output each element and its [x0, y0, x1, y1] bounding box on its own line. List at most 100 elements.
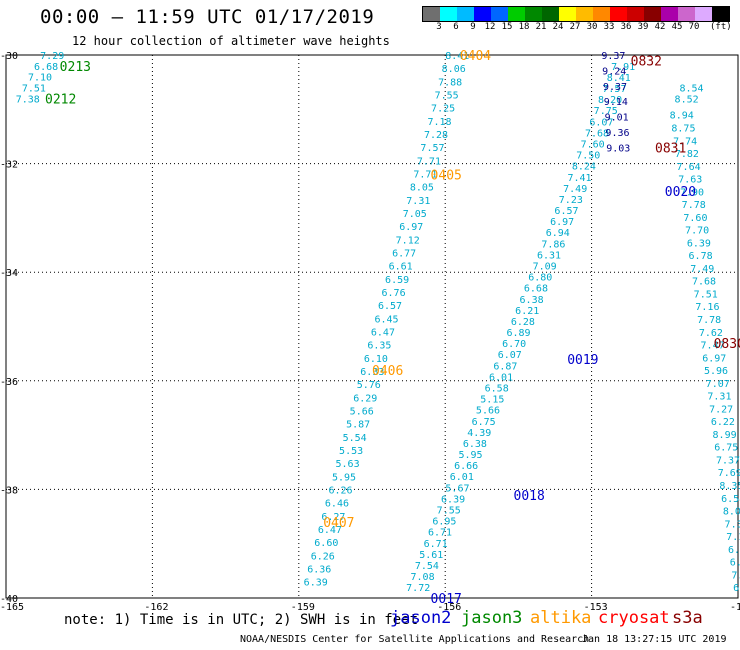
wave-height-value: 7.72	[406, 583, 430, 594]
wave-height-value: 5.95	[332, 472, 356, 483]
wave-height-value: 6.87	[493, 361, 517, 372]
wave-height-value: 6.68	[34, 62, 58, 73]
legend-label: 39	[637, 22, 649, 32]
wave-height-value: 7.57	[420, 143, 444, 154]
wave-height-value: 6.01	[489, 372, 513, 383]
wave-height-value: 8.07	[723, 507, 740, 518]
wave-height-value: 6.47	[318, 525, 342, 536]
wave-height-value: 7.71	[417, 156, 441, 167]
wave-height-value: 6.36	[307, 565, 331, 576]
legend-swatch	[423, 7, 440, 21]
legend-swatch	[491, 7, 508, 21]
legend-swatch	[661, 7, 678, 21]
wave-height-value: 8.52	[675, 94, 699, 105]
lon-tick-label: -162	[144, 602, 168, 613]
wave-height-value: 6.89	[506, 328, 530, 339]
wave-height-value: 6.07	[589, 117, 613, 128]
wave-height-value: 6.58	[721, 494, 740, 505]
wave-height-value: 4.39	[467, 428, 491, 439]
legend-swatch	[593, 7, 610, 21]
wave-height-value: 6.66	[454, 461, 478, 472]
wave-height-value: 5.63	[336, 459, 360, 470]
wave-height-value: 7.55	[437, 506, 461, 517]
wave-height-value: 7.51	[694, 289, 718, 300]
wave-height-value: 7.51	[22, 84, 46, 95]
wave-height-value: 7.54	[415, 561, 439, 572]
pass-time-label: 0407	[323, 516, 354, 531]
legend-swatch	[440, 7, 457, 21]
wave-height-value: 6.33	[360, 367, 384, 378]
wave-height-value: 7.37	[716, 455, 740, 466]
wave-height-value: 5.61	[419, 550, 443, 561]
wave-height-value: 5.54	[343, 433, 367, 444]
wave-height-value: 7.71	[413, 170, 437, 181]
wave-height-value: 7.27	[709, 404, 733, 415]
wave-height-value: 7.05	[403, 209, 427, 220]
map-frame	[5, 54, 739, 599]
wave-height-value: 6.97	[702, 353, 726, 364]
lat-tick-label: -34	[0, 268, 18, 279]
wave-height-value: 6.47	[371, 328, 395, 339]
wave-height-value: 7.68	[585, 128, 609, 139]
wave-height-value: 8.05	[410, 183, 434, 194]
legend-swatch	[712, 7, 729, 21]
pass-time-label: 0406	[372, 364, 403, 379]
wave-height-value: 8.99	[713, 430, 737, 441]
wave-height-value: 6.26	[311, 551, 335, 562]
wave-height-value: 5.66	[476, 406, 500, 417]
color-scale-labels: 3 6 9 12 15 18 21 24 27 30 33 36 39 42 45 70	[422, 22, 740, 34]
legend-label: 45	[671, 22, 683, 32]
wave-height-value: 6.35	[367, 341, 391, 352]
pass-time-label: 0831	[655, 141, 686, 156]
pass-time-label: 0212	[45, 92, 76, 107]
wave-height-value: 6.10	[364, 354, 388, 365]
wave-height-value: 9.37	[601, 51, 625, 62]
pass-time-label: 0018	[514, 489, 545, 504]
wave-height-value: 6.38	[463, 439, 487, 450]
wave-height-value: 6.01	[450, 472, 474, 483]
wave-height-value: 7.74	[673, 136, 697, 147]
wave-height-value: 8.24	[572, 162, 596, 173]
wave-height-value: 7.10	[28, 73, 52, 84]
wave-height-value: 7.09	[533, 261, 557, 272]
lon-tick-label: -153	[584, 602, 608, 613]
wave-height-value: 7.78	[682, 200, 706, 211]
wave-height-value: 6.94	[546, 228, 570, 239]
wave-height-value: 6.71	[428, 528, 452, 539]
wave-height-value: 6.58	[485, 384, 509, 395]
legend-swatch	[559, 7, 576, 21]
wave-height-value: 6.07	[498, 350, 522, 361]
wave-height-value: 6.59	[385, 275, 409, 286]
wave-height-value: 5.67	[445, 483, 469, 494]
wave-height-value: 7.55	[435, 91, 459, 102]
wave-height-value: 6.57	[378, 301, 402, 312]
wave-height-value: 6.31	[537, 250, 561, 261]
wave-height-value: 6.61	[389, 262, 413, 273]
legend-label: 6	[453, 22, 459, 32]
wave-height-value: 7.91	[611, 62, 635, 73]
legend-swatch	[678, 7, 695, 21]
legend-swatch	[610, 7, 627, 21]
wave-height-value: 7.16	[726, 532, 740, 543]
wave-height-value: 7.86	[541, 239, 565, 250]
wave-height-value: 9.03	[606, 143, 630, 154]
wave-height-value: 6.45	[374, 314, 398, 325]
wave-height-value: 7.49	[690, 264, 714, 275]
wave-height-value: 6.38	[520, 295, 544, 306]
wave-height-value: 7.63	[678, 175, 702, 186]
wave-height-value: 6.68	[524, 284, 548, 295]
lon-tick-label: -165	[0, 602, 24, 613]
wave-height-value: 7.12	[396, 235, 420, 246]
pass-time-label: 0017	[431, 592, 462, 607]
wave-height-value: 7.82	[675, 149, 699, 160]
wave-height-value: 6.21	[515, 306, 539, 317]
page-title: 00:00 – 11:59 UTC 01/17/2019	[40, 6, 375, 28]
wave-height-value: 6.27	[321, 512, 345, 523]
wave-height-value: 8.35	[719, 481, 740, 492]
wave-height-value: 7.31	[707, 392, 731, 403]
wave-height-value: 6.39	[441, 494, 465, 505]
wave-height-value: 7.62	[699, 328, 723, 339]
lat-tick-label: -30	[0, 51, 18, 62]
